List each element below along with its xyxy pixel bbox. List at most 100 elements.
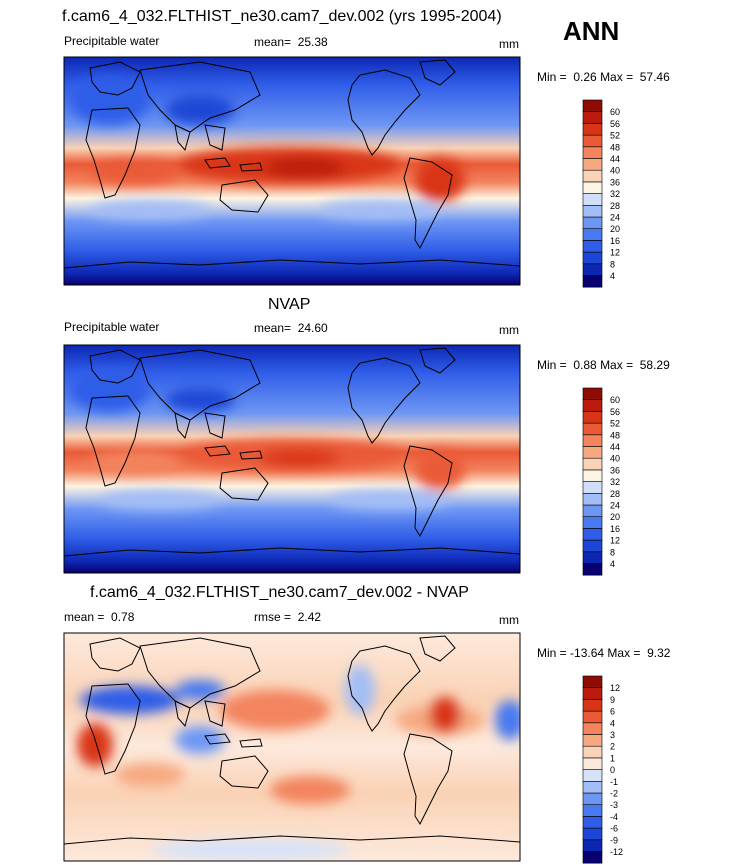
- colorbar-box: [582, 216, 603, 229]
- colorbar-tick-label: 44: [610, 154, 620, 164]
- coastline-segment: [204, 733, 263, 748]
- colorbar-tick-label: 12: [610, 248, 620, 258]
- colorbar-tick-label: 44: [610, 442, 620, 452]
- colorbar-tick-label: -3: [610, 800, 618, 810]
- panel3-mean-label: mean = 0.78: [64, 610, 135, 624]
- colorbar-tick-label: 2: [610, 742, 615, 752]
- panel2-units: mm: [499, 323, 519, 337]
- colorbar-tick-label: 24: [610, 213, 620, 223]
- colorbar-tick-label: 36: [610, 465, 620, 475]
- panel2-mean-label: mean= 24.60: [254, 321, 328, 335]
- colorbar-box: [582, 146, 603, 159]
- colorbar-tick-label: 40: [610, 454, 620, 464]
- colorbar-tick-label: 12: [610, 536, 620, 546]
- figure-title: f.cam6_4_032.FLTHIST_ne30.cam7_dev.002 (…: [62, 8, 502, 25]
- colorbar-tick-label: -1: [610, 777, 618, 787]
- colorbar-box: [582, 816, 603, 829]
- coastline-segment: [419, 347, 456, 374]
- coastline-segment: [347, 645, 421, 732]
- colorbar-tick-label: 32: [610, 477, 620, 487]
- panel1-coastlines: [64, 59, 520, 269]
- colorbar-box: [582, 134, 603, 148]
- colorbar-box: [582, 687, 603, 700]
- coastline-segment: [204, 445, 263, 460]
- colorbar-box: [582, 780, 603, 794]
- colorbar-tick-label: 28: [610, 489, 620, 499]
- colorbar-box: [582, 193, 603, 206]
- colorbar-tick-label: 28: [610, 201, 620, 211]
- colorbar-tick-label: 3: [610, 730, 615, 740]
- colorbar-box: [582, 228, 603, 241]
- colorbar-tick-label: 6: [610, 707, 615, 717]
- panel3-min-value: -13.64: [570, 646, 605, 660]
- colorbar-box: [582, 745, 603, 759]
- coastline-segment: [64, 547, 520, 557]
- colorbar-tick-label: -6: [610, 824, 618, 834]
- colorbar-tick-label: 4: [610, 718, 615, 728]
- panel3-max-value: 9.32: [647, 646, 671, 660]
- colorbar-box: [582, 434, 603, 447]
- coastline-segment: [204, 157, 263, 172]
- panel2-variable-label: Precipitable water: [64, 320, 160, 334]
- colorbar-box: [582, 504, 603, 517]
- coastline-segment: [403, 733, 453, 826]
- coastline-segment: [85, 683, 141, 775]
- colorbar-tick-label: 8: [610, 259, 615, 269]
- colorbar-tick-label: 12: [610, 683, 620, 693]
- colorbar-box: [582, 551, 603, 564]
- panel3-minmax: Min = -13.64 Max = 9.32: [537, 646, 671, 660]
- colorbar-tick-label: 48: [610, 142, 620, 152]
- panel1-min-value: 0.26: [573, 70, 597, 84]
- colorbar-box: [582, 457, 603, 471]
- panel3-rmse-value: 2.42: [297, 610, 322, 624]
- colorbar-box: [582, 492, 603, 506]
- panel3-map-frame: [63, 632, 521, 862]
- panel2-minmax: Min = 0.88 Max = 58.29: [537, 358, 670, 372]
- colorbar-box: [582, 757, 603, 770]
- colorbar-box: [582, 158, 603, 171]
- coastline-segment: [85, 107, 141, 199]
- colorbar-box: [582, 181, 603, 194]
- colorbar-box: [582, 422, 603, 436]
- colorbar-box: [582, 722, 603, 735]
- colorbar-tick-label: -4: [610, 812, 618, 822]
- coastline-segment: [219, 467, 269, 501]
- coastline-segment: [174, 412, 226, 440]
- colorbar-box: [582, 734, 603, 747]
- panel1-map: [64, 57, 520, 285]
- coastline-segment: [219, 179, 269, 213]
- colorbar-tick-label: 4: [610, 559, 615, 569]
- colorbar-box: [582, 411, 603, 424]
- panel1-variable-label: Precipitable water: [64, 34, 160, 48]
- coastline-segment: [347, 357, 421, 444]
- colorbar-box: [582, 481, 603, 494]
- colorbar-tick-label: 52: [610, 131, 620, 141]
- panel1-mean-value: 25.38: [297, 35, 328, 49]
- colorbar-tick-label: 16: [610, 524, 620, 534]
- coastline-segment: [64, 259, 520, 269]
- colorbar-box: [582, 839, 603, 852]
- panel1-minmax: Min = 0.26 Max = 57.46: [537, 70, 670, 84]
- coastline-segment: [139, 637, 261, 709]
- colorbar-box: [582, 275, 603, 288]
- coastline-segment: [174, 700, 226, 728]
- colorbar-tick-label: 36: [610, 177, 620, 187]
- coastline-segment: [89, 61, 141, 96]
- coastline-segment: [419, 635, 456, 662]
- colorbar-tick-label: 1: [610, 753, 615, 763]
- coastline-segment: [174, 124, 226, 152]
- colorbar-tick-label: 4: [610, 271, 615, 281]
- coastline-segment: [85, 395, 141, 487]
- coastline-segment: [89, 349, 141, 384]
- panel2-map-frame: [63, 344, 521, 574]
- panel2-map: [64, 345, 520, 573]
- colorbar-box: [582, 205, 603, 218]
- colorbar-tick-label: -9: [610, 835, 618, 845]
- coastline-segment: [89, 637, 141, 672]
- colorbar-box: [582, 563, 603, 576]
- coastline-segment: [403, 157, 453, 250]
- colorbar-box: [582, 469, 603, 482]
- colorbar-box: [582, 539, 603, 553]
